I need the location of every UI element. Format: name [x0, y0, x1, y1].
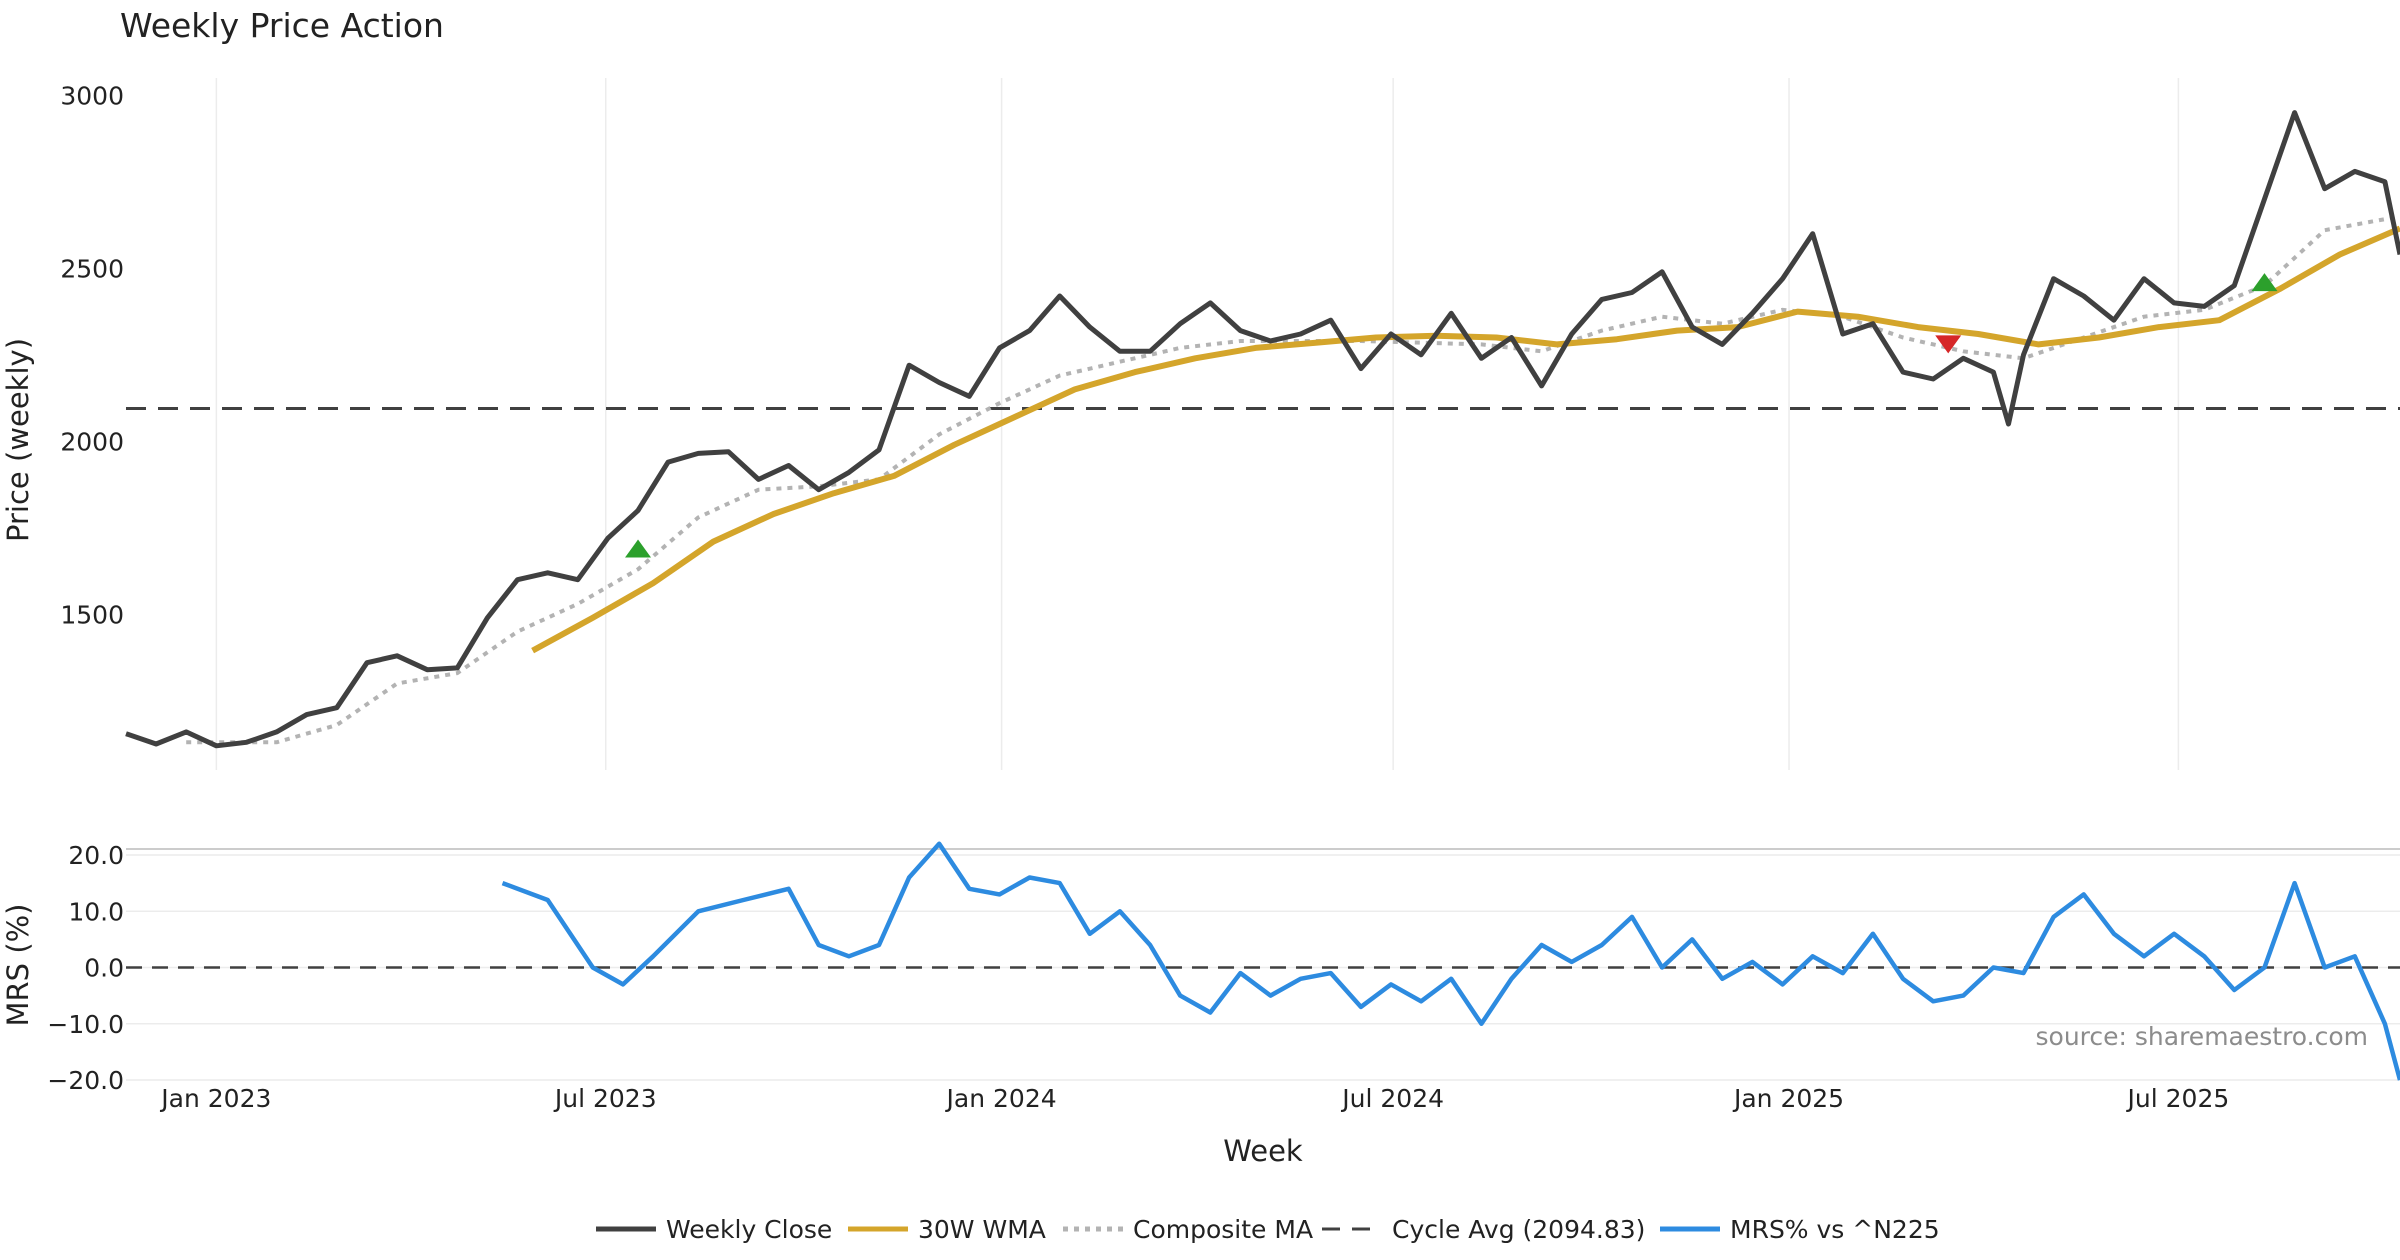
legend-label: Cycle Avg (2094.83) — [1392, 1215, 1645, 1244]
mrs-series-group — [501, 841, 2400, 1081]
legend-label: 30W WMA — [918, 1215, 1046, 1244]
sell-signal-marker — [1935, 335, 1962, 354]
wma-30w-line — [531, 225, 2400, 654]
mrs-y-tick-label: −20.0 — [47, 1066, 124, 1095]
price-grid — [215, 78, 2180, 770]
price-y-ticks: 1500 2000 2500 3000 — [60, 81, 124, 629]
legend-label: Composite MA — [1133, 1215, 1313, 1244]
legend-composite-ma: Composite MA — [1063, 1215, 1313, 1244]
legend-label: Weekly Close — [666, 1215, 832, 1244]
legend: Weekly Close 30W WMA Composite MA Cycle Avg… — [596, 1215, 1940, 1244]
composite-ma-line — [186, 214, 2400, 745]
signal-markers — [625, 273, 2278, 558]
legend-label: MRS% vs ^N225 — [1730, 1215, 1940, 1244]
x-tick-label: Jul 2025 — [2126, 1084, 2230, 1113]
price-y-tick-label: 3000 — [60, 81, 124, 110]
mrs-y-tick-label: 10.0 — [68, 897, 124, 926]
price-y-tick-label: 2000 — [60, 427, 124, 456]
x-ticks: Jan 2023 Jul 2023 Jan 2024 Jul 2024 Jan 2025… — [159, 1084, 2229, 1113]
mrs-y-tick-label: 20.0 — [68, 841, 124, 870]
x-tick-label: Jul 2024 — [1340, 1084, 1444, 1113]
mrs-y-tick-label: 0.0 — [84, 954, 124, 983]
mrs-y-tick-label: −10.0 — [47, 1010, 124, 1039]
x-tick-label: Jan 2025 — [1732, 1084, 1844, 1113]
mrs-y-ticks: −20.0 −10.0 0.0 10.0 20.0 — [47, 841, 124, 1095]
legend-weekly-close: Weekly Close — [596, 1215, 832, 1244]
x-tick-label: Jul 2023 — [553, 1084, 657, 1113]
buy-signal-marker — [625, 539, 652, 558]
watermark: source: sharemaestro.com — [2036, 1022, 2369, 1051]
chart-title: Weekly Price Action — [120, 6, 444, 45]
x-tick-label: Jan 2023 — [159, 1084, 271, 1113]
price-y-tick-label: 1500 — [60, 600, 124, 629]
x-tick-label: Jan 2024 — [945, 1084, 1057, 1113]
legend-mrs: MRS% vs ^N225 — [1660, 1215, 1940, 1244]
mrs-grid — [126, 854, 2400, 1081]
legend-cycle-avg: Cycle Avg (2094.83) — [1322, 1215, 1645, 1244]
buy-signal-marker — [2251, 273, 2278, 292]
price-y-tick-label: 2500 — [60, 254, 124, 283]
price-series-group — [125, 110, 2400, 749]
price-y-axis-label: Price (weekly) — [1, 338, 35, 542]
x-axis-label: Week — [1223, 1134, 1303, 1168]
mrs-y-axis-label: MRS (%) — [1, 904, 35, 1027]
mrs-line — [501, 841, 2400, 1081]
legend-30w-wma: 30W WMA — [848, 1215, 1046, 1244]
weekly-close-line — [125, 110, 2400, 749]
